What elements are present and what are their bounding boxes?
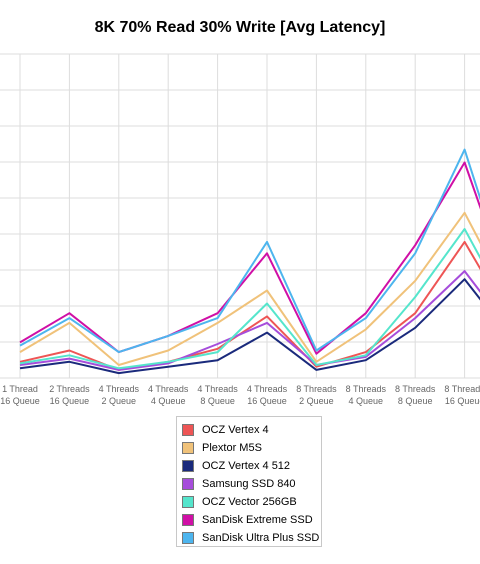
legend-item: OCZ Vector 256GB [182, 493, 321, 511]
x-tick-labels: 1 Thread 16 Queue 2 Threads 16 Queue 4 Threa… [0, 384, 480, 406]
legend-label: OCZ Vertex 4 512 [202, 460, 291, 472]
legend: OCZ Vertex 4 Plextor M5S OCZ Vertex 4 512 S… [176, 416, 322, 547]
legend-label: SanDisk Extreme SSD [202, 514, 313, 526]
x-tick-label: 2 Threads 16 Queue [49, 384, 90, 406]
x-tick-label: 8 Threads 4 Queue [346, 384, 387, 406]
legend-swatch [182, 514, 194, 526]
legend-label: Plextor M5S [202, 442, 262, 454]
legend-item: Plextor M5S [182, 439, 321, 457]
legend-label: OCZ Vertex 4 [202, 424, 269, 436]
legend-swatch [182, 496, 194, 508]
legend-swatch [182, 532, 194, 544]
chart-title: 8K 70% Read 30% Write [Avg Latency] [94, 19, 386, 36]
series-lines [19, 148, 480, 375]
legend-item: SanDisk Ultra Plus SSD [182, 529, 321, 547]
legend-item: OCZ Vertex 4 512 [182, 457, 321, 475]
series-line-1 [19, 211, 480, 366]
x-tick-label: 8 Threads 2 Queue [296, 384, 337, 406]
legend-label: Samsung SSD 840 [202, 478, 296, 490]
legend-swatch [182, 478, 194, 490]
x-tick-label: 4 Threads 16 Queue [247, 384, 288, 406]
x-tick-label: 8 Threads 8 Queue [395, 384, 436, 406]
series-line-3 [19, 270, 480, 371]
legend-item: OCZ Vertex 4 [182, 421, 321, 439]
x-tick-label: 1 Thread 16 Queue [0, 384, 40, 406]
legend-swatch [182, 442, 194, 454]
legend-item: Samsung SSD 840 [182, 475, 321, 493]
x-tick-label: 4 Threads 2 Queue [99, 384, 140, 406]
legend-item: SanDisk Extreme SSD [182, 511, 321, 529]
x-tick-label: 4 Threads 8 Queue [197, 384, 238, 406]
legend-label: OCZ Vector 256GB [202, 496, 297, 508]
legend-swatch [182, 460, 194, 472]
series-line-4 [19, 228, 480, 370]
legend-label: SanDisk Ultra Plus SSD [202, 532, 320, 544]
x-tick-label: 4 Threads 4 Queue [148, 384, 189, 406]
series-line-2 [19, 278, 480, 375]
legend-swatch [182, 424, 194, 436]
series-line-6 [19, 148, 480, 354]
